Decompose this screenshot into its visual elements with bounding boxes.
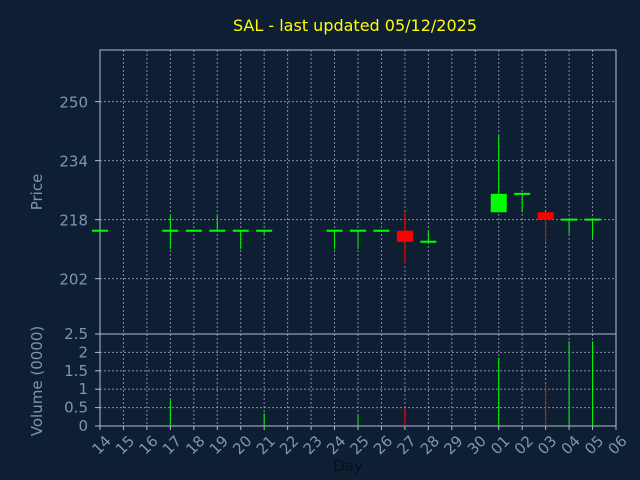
- x-tick-label: 28: [417, 432, 443, 458]
- x-tick-label: 21: [253, 432, 279, 458]
- volume-axis-label: Volume (0000): [28, 326, 46, 436]
- volume-tick-label: 0.5: [64, 399, 88, 417]
- volume-tick-label: 0: [78, 417, 88, 435]
- x-tick-label: 06: [605, 432, 631, 458]
- chart-title: SAL - last updated 05/12/2025: [233, 16, 477, 35]
- candle: [584, 218, 601, 239]
- x-tick-label: 04: [558, 432, 584, 458]
- candle-body: [490, 193, 507, 213]
- price-tick-label: 202: [59, 271, 88, 289]
- price-tick-label: 234: [59, 153, 88, 171]
- x-tick-label: 19: [206, 432, 232, 458]
- x-tick-label: 30: [464, 432, 490, 458]
- volume-tick-label: 2.5: [64, 325, 88, 343]
- x-tick-label: 27: [393, 432, 419, 458]
- x-tick-label: 20: [229, 432, 255, 458]
- x-tick-label: 29: [440, 432, 466, 458]
- candle: [537, 212, 554, 242]
- candle: [420, 230, 437, 243]
- price-tick-label: 218: [59, 212, 88, 230]
- price-tick-label: 250: [59, 94, 88, 112]
- x-axis-label: Day: [333, 457, 363, 475]
- candle: [490, 134, 507, 213]
- candle-body: [537, 212, 554, 220]
- candle: [232, 229, 249, 250]
- price-axis-label: Price: [28, 174, 46, 211]
- x-tick-label: 24: [323, 432, 349, 458]
- candle: [350, 229, 366, 250]
- x-tick-label: 02: [511, 432, 537, 458]
- candle: [514, 192, 531, 213]
- x-tick-label: 01: [487, 432, 513, 458]
- candle: [162, 215, 179, 250]
- candle: [256, 229, 273, 235]
- volume-tick-label: 1.5: [64, 362, 88, 380]
- x-tick-label: 18: [182, 432, 208, 458]
- candle: [209, 215, 226, 232]
- candle: [396, 212, 413, 264]
- x-axis: 1415161718192021222324252627282930010203…: [89, 426, 631, 458]
- volume-tick-label: 2: [78, 343, 88, 361]
- candle: [561, 218, 578, 235]
- x-tick-label: 03: [534, 432, 560, 458]
- x-tick-label: 26: [370, 432, 396, 458]
- candle: [326, 229, 343, 250]
- volume-tick-label: 1: [78, 380, 88, 398]
- x-tick-label: 25: [347, 432, 373, 458]
- volume-panel: 00.511.522.5: [64, 325, 617, 435]
- price-panel: 202 218 234 250: [59, 49, 617, 335]
- x-tick-label: 14: [89, 432, 115, 458]
- x-tick-label: 23: [300, 432, 326, 458]
- x-tick-label: 22: [276, 432, 302, 458]
- x-tick-label: 15: [112, 432, 138, 458]
- candle-body: [396, 230, 413, 242]
- x-tick-label: 05: [581, 432, 607, 458]
- x-tick-label: 16: [135, 432, 161, 458]
- x-tick-label: 17: [159, 432, 185, 458]
